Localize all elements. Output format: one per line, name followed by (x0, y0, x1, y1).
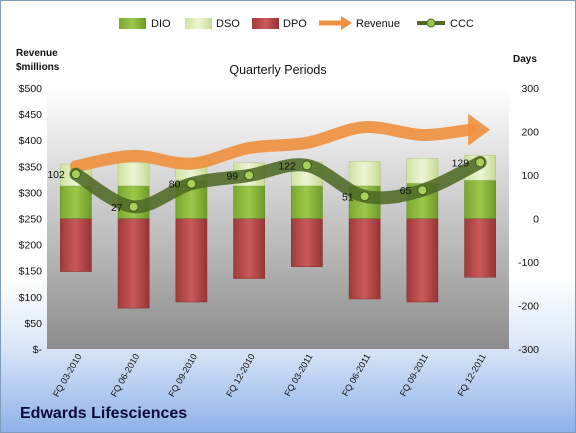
legend-ccc-marker (426, 18, 436, 28)
left-tick-label: $- (33, 344, 43, 356)
right-axis: -300 -200 -100 0 100 200 300 (518, 83, 539, 356)
ccc-marker (128, 201, 139, 212)
left-tick-label: $450 (19, 109, 43, 121)
x-axis: FQ 03-2010 FQ 06-2010 FQ 09-2010 FQ 12-2010… (51, 352, 488, 399)
left-tick-label: $350 (19, 161, 43, 173)
legend: DIO DSO DPO Revenue CCC (119, 16, 474, 30)
dpo-bar (464, 218, 496, 278)
x-tick-label: FQ 03-2010 (51, 352, 84, 399)
revenue-line (69, 121, 477, 173)
ccc-data-label: 102 (47, 169, 65, 181)
ccc-series: 102 27 80 99 122 51 65 129 (47, 155, 487, 214)
plot-area (47, 88, 509, 349)
chart-subtitle: Quarterly Periods (229, 63, 326, 77)
right-tick-label: -300 (518, 344, 539, 356)
dpo-bar (291, 218, 323, 268)
dpo-bar (60, 218, 92, 272)
x-tick-label: FQ 03-2011 (282, 352, 314, 398)
dso-bar (406, 158, 439, 184)
legend-dio: DIO (119, 18, 171, 30)
legend-dso-label: DSO (216, 18, 240, 30)
left-tick-label: $200 (19, 240, 43, 252)
ccc-marker (417, 185, 428, 196)
revenue-series (69, 113, 491, 173)
right-tick-label: 300 (521, 83, 539, 95)
dio-bar (60, 185, 92, 219)
ccc-data-label: 27 (111, 202, 123, 214)
left-tick-label: $500 (19, 83, 43, 95)
left-axis-title-line2: $millions (16, 62, 60, 73)
dso-bar (348, 161, 381, 187)
right-axis-title: Days (513, 54, 537, 65)
left-tick-label: $150 (19, 266, 43, 278)
right-tick-label: 100 (521, 170, 539, 182)
legend-revenue-label: Revenue (356, 18, 400, 30)
left-axis-title-line1: Revenue (16, 48, 58, 59)
left-tick-label: $100 (19, 292, 43, 304)
ccc-data-label: 80 (169, 179, 181, 191)
legend-dpo-label: DPO (283, 18, 307, 30)
ccc-data-label: 65 (400, 185, 412, 197)
legend-revenue-arrow-head (341, 16, 352, 30)
left-tick-label: $300 (19, 187, 43, 199)
company-name: Edwards Lifesciences (20, 405, 188, 422)
dpo-bar (233, 218, 265, 279)
legend-dio-label: DIO (151, 18, 171, 30)
right-tick-label: -100 (518, 257, 539, 269)
right-tick-label: 0 (533, 214, 539, 226)
ccc-data-label: 51 (342, 191, 354, 203)
legend-revenue: Revenue (319, 16, 400, 30)
x-tick-label: FQ 06-2011 (340, 352, 372, 398)
left-tick-label: $400 (19, 135, 43, 147)
ccc-marker (244, 170, 255, 181)
ccc-data-label: 129 (452, 157, 470, 169)
x-tick-label: FQ 09-2011 (398, 352, 430, 398)
x-tick-label: FQ 06-2010 (109, 352, 142, 399)
ccc-marker (475, 157, 486, 168)
legend-dpo-swatch (252, 18, 279, 29)
x-tick-label: FQ 12-2010 (224, 352, 257, 399)
x-tick-label: FQ 09-2010 (166, 352, 199, 399)
dpo-bar (348, 218, 381, 300)
left-tick-label: $50 (24, 318, 42, 330)
ccc-marker (359, 191, 370, 202)
legend-dso: DSO (185, 18, 240, 30)
legend-ccc: CCC (417, 18, 474, 30)
legend-dio-swatch (119, 18, 146, 29)
ccc-marker (186, 178, 197, 189)
dpo-bar (117, 218, 150, 309)
left-axis: $- $50 $100 $150 $200 $250 $300 $350 $400 $450 $50… (19, 83, 43, 356)
ccc-data-label: 99 (226, 170, 238, 182)
ccc-data-label: 122 (278, 160, 296, 172)
dpo-bar (175, 218, 208, 303)
legend-dpo: DPO (252, 18, 307, 30)
dio-bar (291, 185, 323, 219)
right-tick-label: -200 (518, 301, 539, 313)
dpo-bar (406, 218, 439, 303)
dio-bar (233, 185, 265, 219)
revenue-arrowhead (468, 113, 491, 146)
x-tick-label: FQ 12-2011 (456, 352, 488, 398)
right-tick-label: 200 (521, 127, 539, 139)
left-tick-label: $250 (19, 214, 43, 226)
dso-bar (117, 162, 150, 187)
legend-dso-swatch (185, 18, 212, 29)
dio-bar (464, 179, 496, 219)
legend-ccc-label: CCC (450, 18, 474, 30)
ccc-marker (70, 169, 81, 180)
ccc-marker (301, 160, 312, 171)
